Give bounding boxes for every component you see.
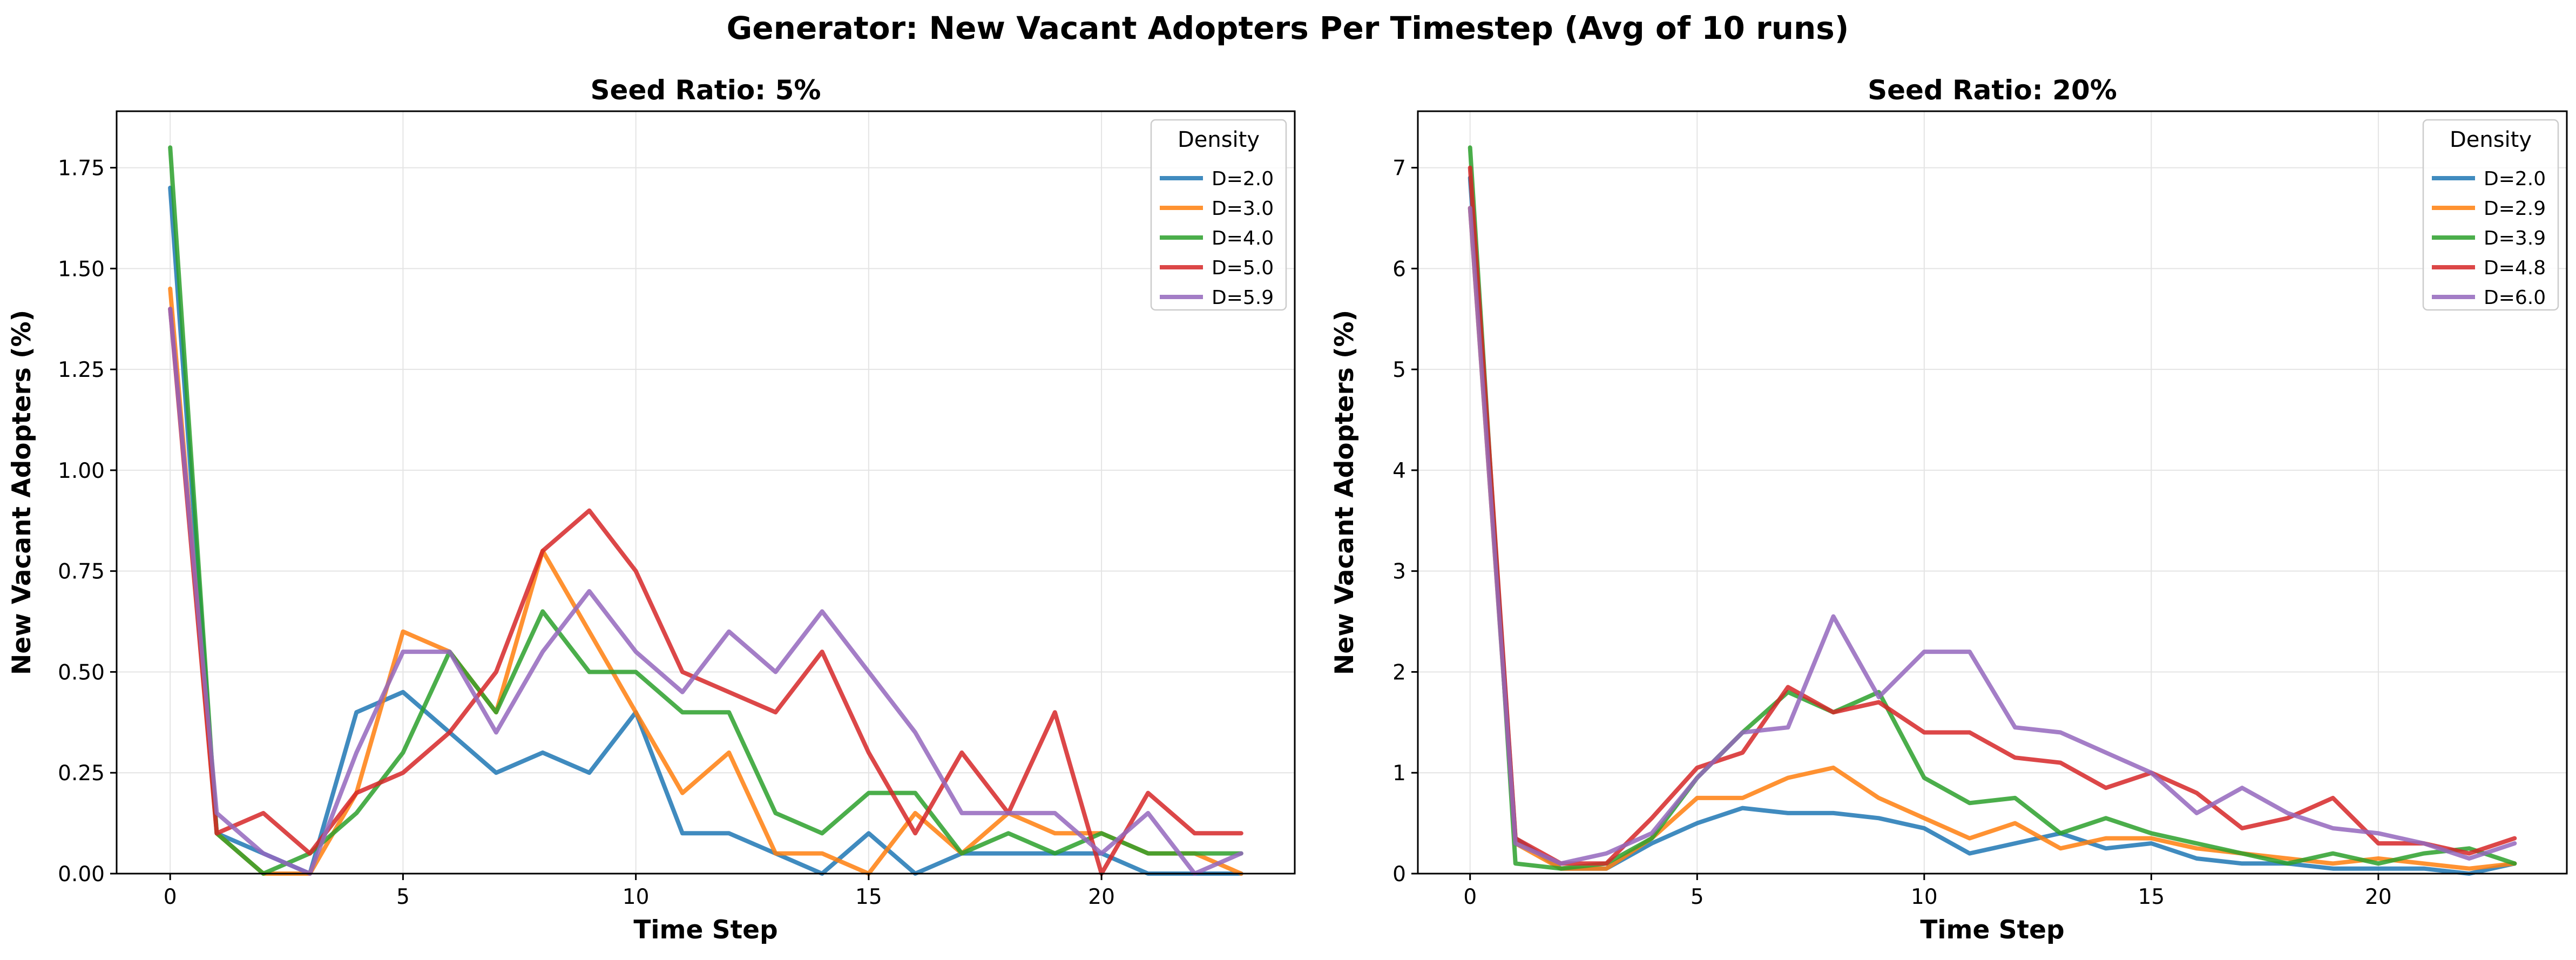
x-tick-label: 5 [396, 885, 410, 909]
subplot-title: Seed Ratio: 5% [591, 75, 821, 106]
x-tick-label: 0 [1463, 885, 1477, 909]
legend-label-D=5.0: D=5.0 [1212, 257, 1274, 279]
x-tick-label: 20 [1088, 885, 1115, 909]
legend-label-D=6.0: D=6.0 [2484, 287, 2546, 309]
y-tick-label: 1.00 [58, 459, 105, 483]
y-tick-label: 0.00 [58, 862, 105, 887]
series-line-D=4.0 [168, 145, 1243, 876]
series-line-D=4.8 [1468, 165, 2517, 866]
legend-label-D=4.0: D=4.0 [1212, 227, 1274, 249]
series-line-D=6.0 [1468, 206, 2517, 866]
x-tick-label: 15 [2138, 885, 2165, 909]
series-line-D=2.0 [1468, 175, 2517, 876]
x-axis-label: Time Step [1920, 915, 2064, 945]
series-line-D=3.9 [1468, 145, 2517, 871]
plot-frame [116, 110, 1296, 875]
figure-title: Generator: New Vacant Adopters Per Times… [727, 10, 1849, 46]
legend-label-D=5.9: D=5.9 [1212, 287, 1274, 309]
subplot-seed-5: 0 5 10 15 20 0.00 0.25 0.50 0.75 1.00 1.25 1.50 1.75… [7, 75, 1296, 945]
y-axis-label: New Vacant Adopters (%) [7, 310, 37, 675]
y-tick-label: 3 [1392, 560, 1406, 584]
y-tick-label: 1.25 [58, 358, 105, 382]
series-line-D=5.0 [168, 307, 1243, 876]
y-tick-label: 1.75 [58, 157, 105, 181]
y-tick-label: 0.75 [58, 560, 105, 584]
y-tick-label: 2 [1392, 660, 1406, 685]
legend-label-D=3.0: D=3.0 [1212, 198, 1274, 220]
y-tick-label: 6 [1392, 257, 1406, 281]
legend-label-D=4.8: D=4.8 [2484, 257, 2546, 279]
y-tick-label: 1.50 [58, 257, 105, 281]
y-tick-label: 5 [1392, 358, 1406, 382]
x-tick-label: 10 [1911, 885, 1938, 909]
subplot-seed-20: 0 5 10 15 20 0 1 2 3 4 5 6 7 Seed Ratio: 20% Time Step… [1330, 75, 2568, 945]
y-tick-label: 4 [1392, 459, 1406, 483]
plot-frame [1417, 110, 2568, 875]
y-tick-label: 0 [1392, 862, 1406, 887]
legend: Density D=2.0 D=2.9 D=3.9 D=4.8 D=6.0 [2422, 119, 2559, 311]
x-tick-label: 15 [855, 885, 882, 909]
legend-label-D=2.9: D=2.9 [2484, 198, 2546, 220]
x-tick-label: 5 [1691, 885, 1704, 909]
x-tick-label: 0 [164, 885, 177, 909]
legend-label-D=2.0: D=2.0 [1212, 168, 1274, 190]
legend-box [1150, 119, 1287, 311]
legend-title: Density [1178, 127, 1260, 152]
series-line-D=2.0 [168, 185, 1243, 876]
y-tick-label: 7 [1392, 157, 1406, 181]
x-tick-label: 10 [623, 885, 650, 909]
subplot-title: Seed Ratio: 20% [1868, 75, 2117, 106]
legend-title: Density [2450, 127, 2532, 152]
legend: Density D=2.0 D=3.0 D=4.0 D=5.0 D=5.9 [1150, 119, 1287, 311]
series-line-D=2.9 [1468, 206, 2517, 871]
y-axis-label: New Vacant Adopters (%) [1330, 310, 1360, 675]
y-tick-label: 1 [1392, 761, 1406, 786]
legend-box [2422, 119, 2559, 311]
x-axis-label: Time Step [633, 915, 777, 945]
series-line-D=5.9 [168, 307, 1243, 876]
x-tick-label: 20 [2365, 885, 2392, 909]
legend-label-D=2.0: D=2.0 [2484, 168, 2546, 190]
series-line-D=3.0 [168, 286, 1243, 876]
y-tick-label: 0.50 [58, 660, 105, 685]
y-tick-label: 0.25 [58, 761, 105, 786]
legend-label-D=3.9: D=3.9 [2484, 227, 2546, 249]
